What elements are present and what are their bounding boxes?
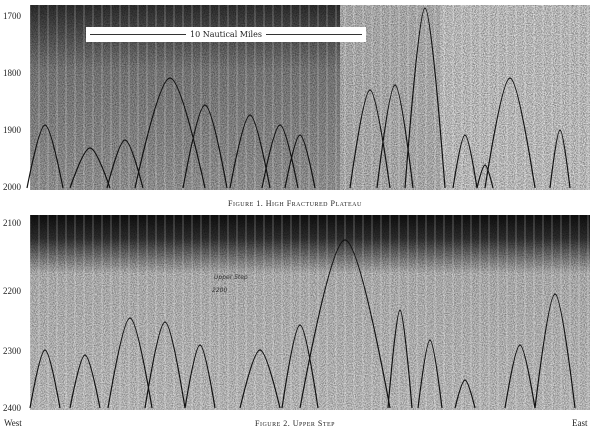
echo-hyperbola: [349, 89, 391, 189]
echo-hyperbola: [454, 379, 476, 409]
depth-label: 2000: [3, 182, 21, 192]
echo-hyperbola: [376, 84, 414, 189]
echo-hyperbola: [69, 147, 111, 189]
echo-hyperbola: [549, 129, 571, 189]
depth-label: 2200: [3, 286, 21, 296]
echo-hyperbola: [284, 134, 316, 189]
echo-hyperbola: [534, 293, 576, 409]
depth-label: 2100: [3, 218, 21, 228]
echo-hyperbola: [504, 344, 536, 409]
depth-label: 1800: [3, 68, 21, 78]
depth-label: 1900: [3, 125, 21, 135]
echo-hyperbola: [229, 114, 271, 189]
depth-label: 1700: [3, 11, 21, 21]
west-label: West: [4, 418, 22, 428]
figure1-caption: Figure 1. High Fractured Plateau: [228, 199, 362, 208]
depth-label: 2300: [3, 346, 21, 356]
east-label: East: [572, 418, 588, 428]
echo-hyperbola: [484, 77, 536, 189]
echo-hyperbola: [26, 124, 64, 189]
scale-label: 10 Nautical Miles: [186, 30, 266, 39]
figure2-echogram: [29, 215, 590, 410]
echo-hyperbola: [261, 124, 299, 189]
handwritten-annotation: 2200: [212, 287, 228, 294]
echo-hyperbola: [184, 344, 216, 409]
echo-hyperbola: [239, 349, 281, 409]
echo-hyperbola: [299, 239, 391, 409]
echo-hyperbola: [387, 309, 413, 409]
echo-hyperbola: [69, 354, 101, 409]
handwritten-annotation: Upper Step: [214, 274, 248, 281]
echo-hyperbola: [476, 164, 494, 189]
figure2-caption: Figure 2. Upper Step: [255, 419, 336, 428]
echo-hyperbola: [182, 104, 228, 189]
echo-hyperbola: [281, 324, 319, 409]
echo-hyperbola: [417, 339, 443, 409]
scale-bar: 10 Nautical Miles: [86, 27, 366, 42]
echo-hyperbola: [144, 321, 186, 409]
echo-hyperbola: [452, 134, 478, 189]
echo-hyperbola: [134, 77, 206, 189]
echo-hyperbola: [404, 7, 446, 189]
echo-hyperbola: [106, 139, 144, 189]
echo-hyperbola: [107, 317, 153, 409]
depth-label: 2400: [3, 403, 21, 413]
echo-hyperbola: [29, 349, 61, 409]
